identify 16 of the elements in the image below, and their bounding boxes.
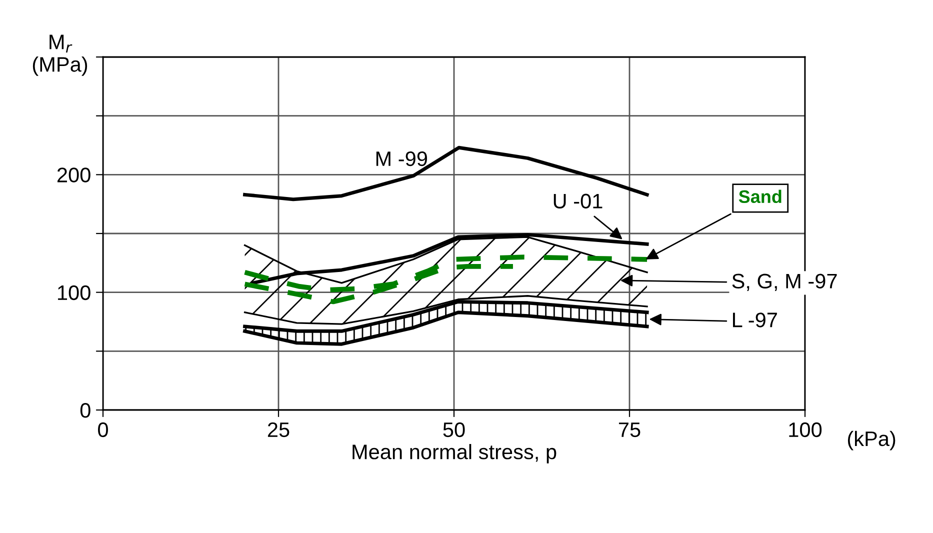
- y-tick-label: 100: [58, 285, 90, 300]
- y-tick-label: 0: [80, 403, 90, 418]
- y-tick-label: 200: [57, 168, 90, 182]
- x-axis-title: Mean normal stress, p: [352, 444, 556, 464]
- x-tick-label: 50: [443, 422, 465, 438]
- annotation: M -99: [376, 151, 427, 166]
- x-tick-label: 0: [98, 422, 108, 438]
- x-tick-label: 100: [789, 422, 822, 438]
- y-axis-title: M$_{r}$ (MPa): [32, 34, 88, 76]
- text: (kPa): [848, 430, 896, 450]
- annotation: S, G, M -97: [732, 274, 837, 291]
- annotation: U -01: [554, 194, 602, 208]
- annotation: Sand: [738, 190, 782, 204]
- x-tick-label: 75: [618, 422, 640, 438]
- x-tick-label: 25: [268, 422, 290, 438]
- annotation: L -97: [733, 312, 777, 328]
